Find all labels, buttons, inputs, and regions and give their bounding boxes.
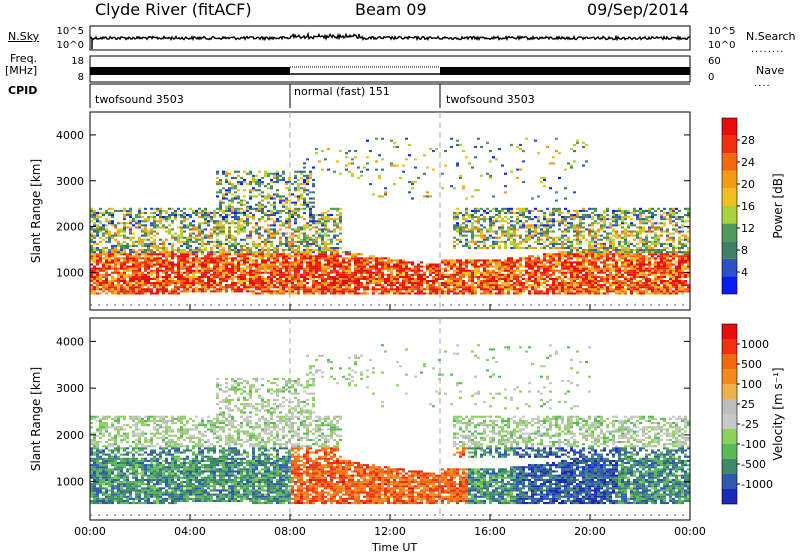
power-colorbar-title: Power [dB] bbox=[771, 173, 785, 238]
power-colorbar-cell-1 bbox=[722, 258, 737, 277]
nsky-line bbox=[89, 31, 691, 42]
freq-label-2: [MHz] bbox=[5, 64, 38, 77]
power-ytick-label-4000: 4000 bbox=[56, 129, 84, 142]
power-colorbar-cell-8 bbox=[722, 135, 737, 154]
power-ytick-label-3000: 3000 bbox=[56, 175, 84, 188]
xtick-label-4: 16:00 bbox=[474, 525, 506, 538]
velocity-cb-label-4: -25 bbox=[741, 418, 759, 431]
cpid-segment-2: normal (fast) 151 bbox=[294, 85, 390, 98]
power-ytick-label-1000: 1000 bbox=[56, 266, 84, 279]
velocity-ytick-label-1000: 1000 bbox=[56, 476, 84, 489]
freq-tick-bottom: 8 bbox=[78, 72, 84, 83]
velocity-colorbar-cell-5 bbox=[722, 414, 737, 429]
power-cb-label-6: 4 bbox=[741, 266, 748, 279]
nsearch-dotted-key: ........ bbox=[751, 44, 785, 55]
velocity-cb-label-2: 100 bbox=[741, 378, 762, 391]
xtick-label-3: 12:00 bbox=[374, 525, 406, 538]
power-colorbar-cell-0 bbox=[722, 276, 737, 294]
velocity-cb-label-1: 500 bbox=[741, 358, 762, 371]
nsky-label: N.Sky bbox=[8, 30, 40, 43]
velocity-cb-label-3: 25 bbox=[741, 398, 755, 411]
xtick-label-2: 08:00 bbox=[274, 525, 306, 538]
velocity-colorbar-cell-8 bbox=[722, 369, 737, 384]
xtick-label-5: 20:00 bbox=[574, 525, 606, 538]
freq-label-1: Freq. bbox=[10, 52, 38, 65]
nave-dotted-key: .... bbox=[754, 78, 771, 89]
velocity-colorbar-title: Velocity [m s⁻¹] bbox=[771, 367, 785, 460]
velocity-colorbar-cell-4 bbox=[722, 429, 737, 444]
velocity-ytick-label-3000: 3000 bbox=[56, 382, 84, 395]
velocity-colorbar-cell-7 bbox=[722, 384, 737, 399]
date-label: 09/Sep/2014 bbox=[587, 0, 690, 19]
velocity-colorbar-cell-6 bbox=[722, 399, 737, 414]
power-cb-label-5: 8 bbox=[741, 244, 748, 257]
freq-band-segment-1 bbox=[90, 67, 290, 75]
power-colorbar-cell-4 bbox=[722, 206, 737, 224]
power-cb-label-0: 28 bbox=[741, 134, 755, 147]
velocity-cb-label-0: 1000 bbox=[741, 338, 769, 351]
power-data-cells bbox=[90, 137, 690, 306]
velocity-colorbar-cell-3 bbox=[722, 444, 737, 459]
velocity-colorbar-frame bbox=[721, 323, 738, 505]
nsearch-tick-top: 10^5 bbox=[708, 26, 735, 37]
power-colorbar-cell-5 bbox=[722, 188, 737, 206]
cpid-label: CPID bbox=[8, 84, 38, 97]
power-ytick-label-2000: 2000 bbox=[56, 221, 84, 234]
velocity-cb-label-6: -500 bbox=[741, 458, 766, 471]
xtick-label-0: 00:00 bbox=[74, 525, 106, 538]
nave-tick-bottom: 0 bbox=[708, 72, 714, 83]
power-ylabel: Slant Range [km] bbox=[29, 159, 43, 263]
nsky-tick-bottom: 10^0 bbox=[57, 40, 84, 51]
nave-tick-top: 60 bbox=[708, 56, 721, 67]
xtick-label-1: 04:00 bbox=[174, 525, 206, 538]
cpid-segment-1: twofsound 3503 bbox=[95, 93, 184, 106]
freq-band-segment-3 bbox=[440, 67, 690, 75]
velocity-colorbar-cell-10 bbox=[722, 339, 737, 354]
velocity-colorbar-cell-9 bbox=[722, 354, 737, 369]
velocity-colorbar-cell-1 bbox=[722, 474, 737, 489]
velocity-data-cells bbox=[90, 344, 690, 516]
velocity-colorbar-cell-0 bbox=[722, 489, 737, 504]
power-colorbar-cell-2 bbox=[722, 241, 737, 259]
station-title: Clyde River (fitACF) bbox=[95, 0, 252, 19]
power-cb-label-4: 12 bbox=[741, 222, 755, 235]
velocity-ylabel: Slant Range [km] bbox=[29, 367, 43, 471]
power-cb-label-3: 16 bbox=[741, 200, 755, 213]
x-axis-title: Time UT bbox=[372, 541, 418, 554]
freq-tick-top: 18 bbox=[71, 56, 84, 67]
power-colorbar-cell-3 bbox=[722, 223, 737, 242]
nsearch-tick-bottom: 10^0 bbox=[708, 40, 735, 51]
cpid-segment-3: twofsound 3503 bbox=[446, 93, 535, 106]
beam-label: Beam 09 bbox=[355, 0, 427, 19]
power-cb-label-1: 24 bbox=[741, 156, 755, 169]
power-colorbar-cell-6 bbox=[722, 170, 737, 189]
velocity-cb-label-7: -1000 bbox=[741, 478, 773, 491]
velocity-cb-label-5: -100 bbox=[741, 438, 766, 451]
nsky-tick-top: 10^5 bbox=[57, 26, 84, 37]
xtick-label-6: 00:00 bbox=[674, 525, 706, 538]
velocity-ytick-label-4000: 4000 bbox=[56, 335, 84, 348]
velocity-ytick-label-2000: 2000 bbox=[56, 429, 84, 442]
velocity-colorbar-cell-2 bbox=[722, 459, 737, 474]
nsearch-label: N.Search bbox=[746, 30, 796, 43]
freq-panel-frame bbox=[89, 55, 691, 83]
power-colorbar-cell-9 bbox=[722, 118, 737, 136]
power-colorbar-cell-7 bbox=[722, 153, 737, 171]
power-cb-label-2: 20 bbox=[741, 178, 755, 191]
velocity-colorbar-cell-11 bbox=[722, 324, 737, 339]
noise-panel-frame bbox=[89, 25, 691, 51]
nave-label: Nave bbox=[756, 64, 785, 77]
